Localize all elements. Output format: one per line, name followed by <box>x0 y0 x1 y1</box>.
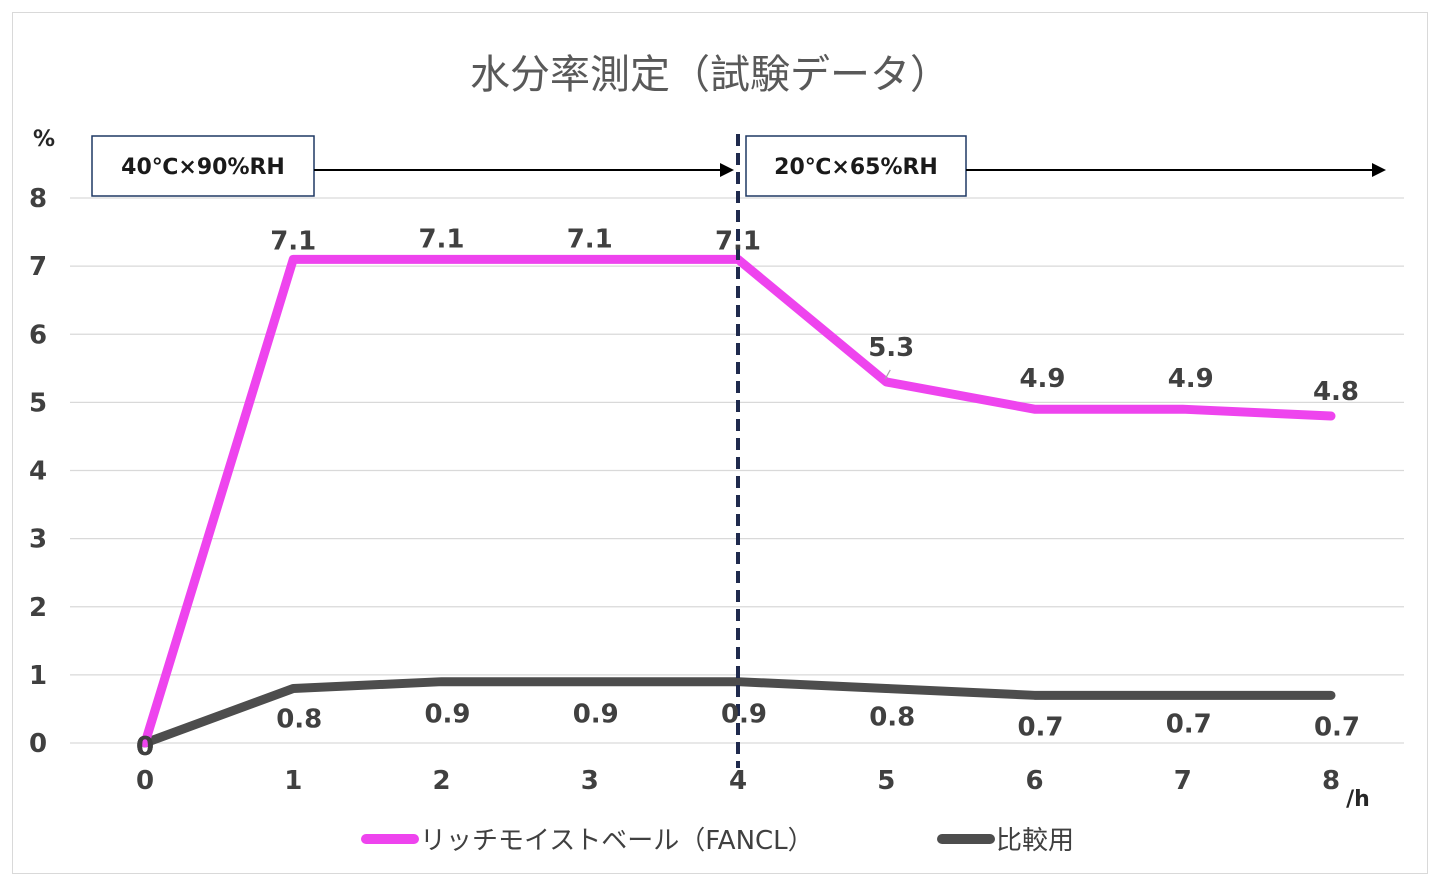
data-label: 7.1 <box>715 226 761 256</box>
x-tick-label: 4 <box>729 766 747 796</box>
y-tick-label: 2 <box>29 593 47 623</box>
y-tick-label: 8 <box>29 184 47 214</box>
data-label: 5.3 <box>868 333 914 363</box>
data-label: 0.7 <box>1017 712 1063 742</box>
data-label: 0.8 <box>869 703 915 733</box>
data-label: 0.9 <box>721 700 767 730</box>
x-axis-unit: /h <box>1346 787 1370 812</box>
data-label: 0.7 <box>1314 712 1360 742</box>
y-axis-ticks: 0 1 2 3 4 5 6 7 8 <box>29 184 47 759</box>
x-tick-label: 5 <box>877 766 895 796</box>
y-tick-label: 4 <box>29 457 47 487</box>
label-leader-line <box>884 369 891 380</box>
data-label: 4.9 <box>1168 364 1214 394</box>
legend: リッチモイストベール（FANCL） 比較用 <box>361 826 1074 856</box>
data-label: 4.8 <box>1313 377 1359 407</box>
x-tick-label: 2 <box>432 766 450 796</box>
data-label: 7.1 <box>270 226 316 256</box>
data-label: 0.9 <box>573 700 619 730</box>
y-axis-unit: % <box>33 127 55 152</box>
x-tick-label: 3 <box>581 766 599 796</box>
y-tick-label: 1 <box>29 661 47 691</box>
x-tick-label: 6 <box>1025 766 1043 796</box>
legend-label-1: 比較用 <box>996 826 1074 856</box>
phase1-arrowhead <box>720 163 734 177</box>
y-tick-label: 6 <box>29 320 47 350</box>
x-axis-ticks: 0 1 2 3 4 5 6 7 8 <box>136 766 1340 796</box>
data-label: 0 <box>136 732 154 762</box>
gridlines <box>70 197 1404 744</box>
legend-label-0: リッチモイストベール（FANCL） <box>420 826 814 856</box>
data-label: 0.9 <box>424 700 470 730</box>
data-label: 0.7 <box>1166 709 1212 739</box>
phase1-label: 40℃×90%RH <box>121 155 285 180</box>
data-label: 7.1 <box>418 224 464 254</box>
data-label: 4.9 <box>1019 364 1065 394</box>
y-tick-label: 7 <box>29 252 47 282</box>
y-tick-label: 0 <box>29 729 47 759</box>
phase2-label: 20℃×65%RH <box>774 155 938 180</box>
phase1-box <box>91 135 315 197</box>
x-tick-label: 8 <box>1322 766 1340 796</box>
y-tick-label: 3 <box>29 525 47 555</box>
x-tick-label: 0 <box>136 766 154 796</box>
data-labels: 07.1 7.1 7.1 7.15.34.9 4.9 4.800.8 0.9 0.9 0.9 0.… <box>136 224 1360 762</box>
data-label: 0.8 <box>276 705 322 735</box>
y-tick-label: 5 <box>29 388 47 418</box>
x-tick-label: 7 <box>1174 766 1192 796</box>
phase2-arrowhead <box>1372 163 1386 177</box>
chart-title: 水分率測定（試験データ） <box>470 52 950 98</box>
series-line-1 <box>140 677 1336 748</box>
x-tick-label: 1 <box>284 766 302 796</box>
phase2-box <box>745 135 967 197</box>
data-label: 0 <box>136 732 154 762</box>
data-label: 7.1 <box>567 224 613 254</box>
